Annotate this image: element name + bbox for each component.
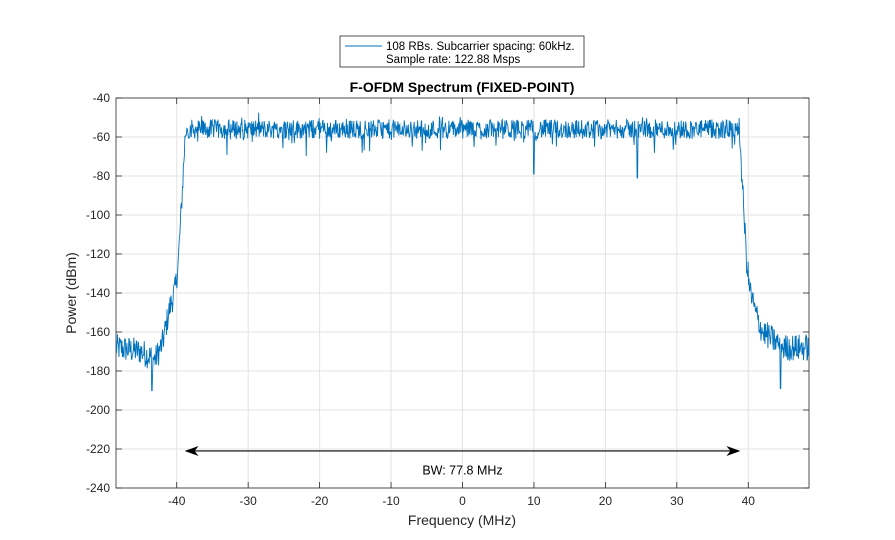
y-tick-label: -40 (93, 91, 111, 105)
grid-lines (116, 97, 809, 489)
axis-ticks (116, 97, 809, 489)
x-tick-label: 30 (670, 494, 684, 508)
bandwidth-label: BW: 77.8 MHz (422, 463, 502, 477)
series-layer (115, 112, 810, 391)
x-tick-label: -10 (382, 494, 400, 508)
legend[interactable]: 108 RBs. Subcarrier spacing: 60kHz. Samp… (339, 35, 585, 68)
x-axis-label: Frequency (MHz) (408, 512, 516, 528)
x-tick-label: 20 (599, 494, 613, 508)
chart-title: F-OFDM Spectrum (FIXED-POINT) (350, 79, 575, 95)
y-tick-label: -100 (86, 208, 110, 222)
x-tick-label: -20 (311, 494, 329, 508)
y-tick-label: -180 (86, 364, 110, 378)
legend-label-line2: Sample rate: 122.88 Msps (386, 54, 520, 66)
y-tick-label: -200 (86, 403, 110, 417)
bandwidth-arrow-head-right (726, 445, 741, 456)
x-tick-labels: -40 -30 -20 -10 0 10 20 30 40 (168, 494, 755, 508)
legend-label-line1: 108 RBs. Subcarrier spacing: 60kHz. (386, 41, 575, 53)
annotation-layer: BW: 77.8 MHz (184, 445, 741, 477)
y-tick-labels: -40 -60 -80 -100 -120 -140 -160 -180 -200 -220 -24… (86, 91, 110, 495)
series-line (115, 112, 810, 391)
y-tick-label: -120 (86, 247, 110, 261)
x-tick-label: 0 (459, 494, 466, 508)
y-tick-label: -140 (86, 286, 110, 300)
y-tick-label: -80 (93, 169, 111, 183)
x-tick-label: 10 (527, 494, 541, 508)
legend-box (339, 35, 585, 68)
y-axis-label: Power (dBm) (63, 252, 79, 334)
y-tick-label: -240 (86, 481, 110, 495)
y-tick-label: -160 (86, 325, 110, 339)
x-tick-label: -40 (168, 494, 186, 508)
y-tick-label: -220 (86, 442, 110, 456)
x-tick-label: 40 (742, 494, 756, 508)
bandwidth-arrow-head-left (184, 445, 199, 456)
y-tick-label: -60 (93, 130, 111, 144)
x-tick-label: -30 (239, 494, 257, 508)
